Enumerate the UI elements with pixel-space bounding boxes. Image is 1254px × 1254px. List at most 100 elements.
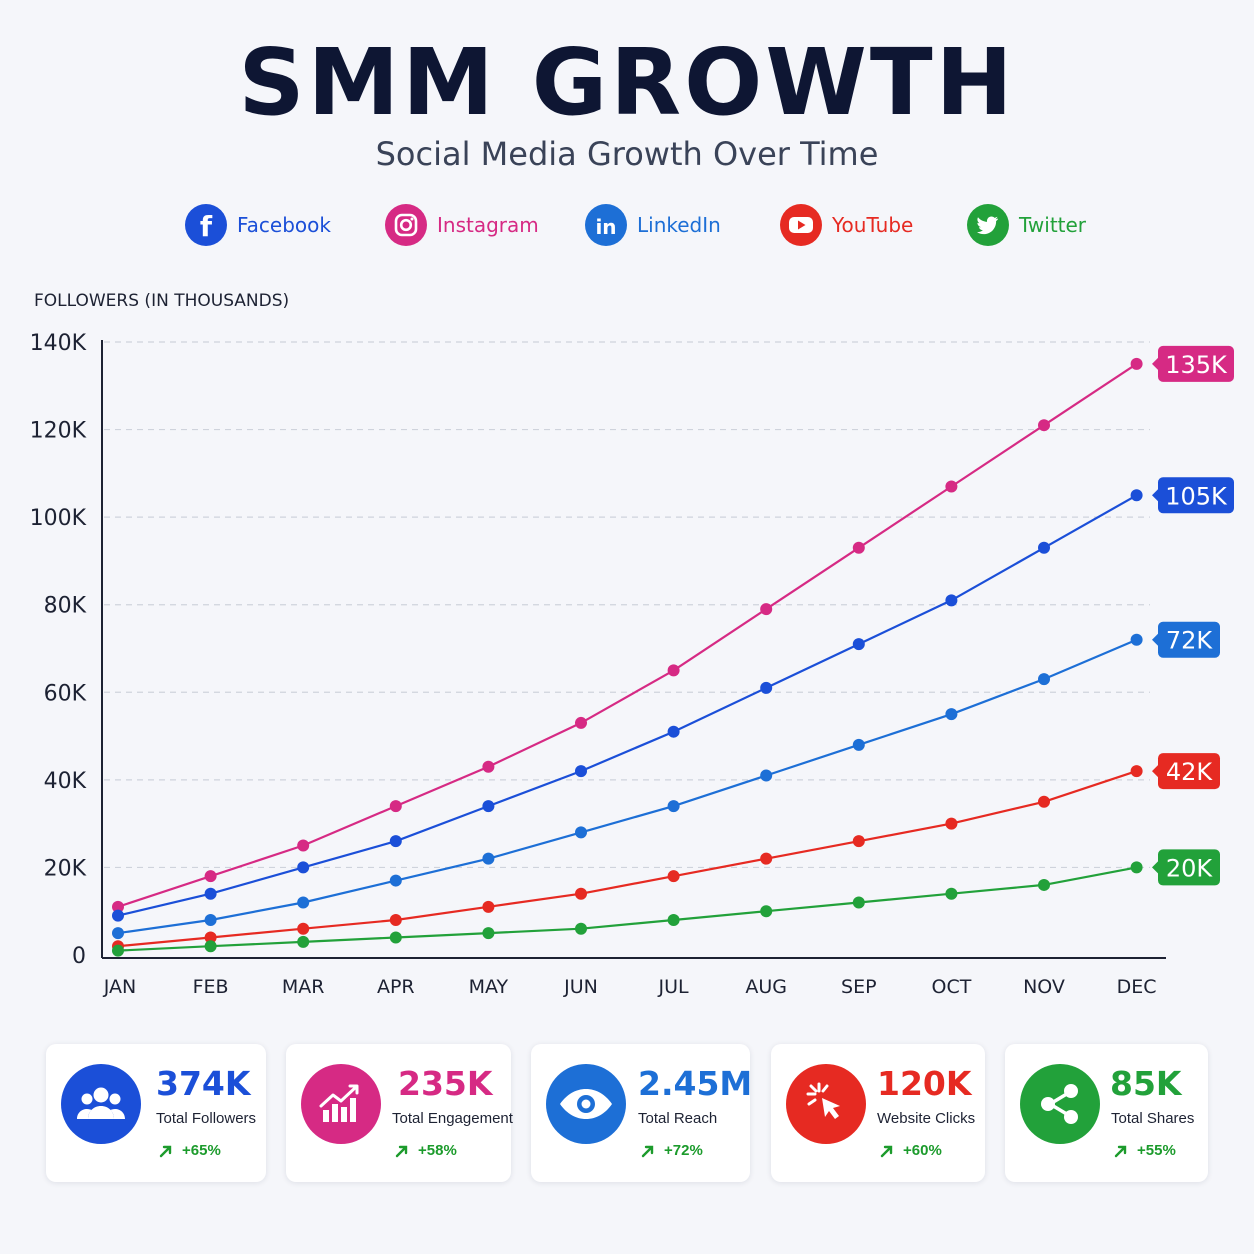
data-point bbox=[1038, 419, 1050, 432]
x-tick-label: MAR bbox=[282, 976, 325, 998]
svg-text:in: in bbox=[595, 215, 616, 239]
arrow-up-right-icon bbox=[395, 1145, 408, 1157]
data-point bbox=[667, 870, 680, 883]
end-label-text: 20K bbox=[1166, 854, 1214, 882]
facebook-icon: f bbox=[185, 204, 227, 246]
data-point bbox=[1038, 795, 1050, 808]
y-tick-label: 60K bbox=[44, 681, 87, 706]
data-point bbox=[389, 913, 402, 926]
data-point bbox=[945, 480, 958, 493]
data-point bbox=[389, 874, 402, 887]
legend-item-facebook: f Facebook bbox=[185, 204, 331, 246]
data-point bbox=[112, 900, 124, 913]
y-tick-labels: 0 20K 40K 60K 80K 100K 120K 140K bbox=[30, 331, 87, 969]
stat-change: +58% bbox=[394, 1142, 457, 1159]
end-label-youtube: 42K bbox=[1152, 753, 1220, 790]
data-point bbox=[667, 725, 680, 738]
legend-label: LinkedIn bbox=[637, 213, 721, 237]
legend-item-linkedin: in LinkedIn bbox=[585, 204, 721, 246]
data-point bbox=[1130, 633, 1143, 646]
data-point bbox=[575, 887, 587, 900]
end-label-badge bbox=[1158, 753, 1220, 790]
x-tick-label: AUG bbox=[745, 976, 787, 998]
page-title: SMM GROWTH bbox=[238, 29, 1016, 136]
linkedin-icon: in bbox=[585, 204, 627, 246]
series-line bbox=[117, 770, 1137, 948]
stat-value: 374K bbox=[156, 1064, 251, 1103]
end-label-pointer bbox=[1152, 860, 1159, 875]
data-point bbox=[204, 887, 217, 900]
x-tick-label: OCT bbox=[931, 976, 971, 998]
data-point bbox=[945, 594, 958, 607]
data-point bbox=[389, 800, 402, 813]
end-label-linkedin: 72K bbox=[1152, 621, 1220, 658]
data-point bbox=[945, 887, 958, 900]
data-point bbox=[204, 940, 217, 953]
end-label-text: 72K bbox=[1166, 627, 1214, 655]
legend-label: Instagram bbox=[437, 213, 539, 237]
data-point bbox=[297, 935, 310, 948]
series-line bbox=[117, 638, 1138, 935]
data-point bbox=[112, 944, 124, 957]
end-label-badge bbox=[1158, 477, 1234, 514]
series-linkedin bbox=[112, 633, 1143, 940]
data-point bbox=[1130, 489, 1143, 502]
data-point bbox=[760, 852, 773, 865]
data-point bbox=[389, 931, 402, 944]
stat-label: Total Shares bbox=[1111, 1110, 1195, 1127]
legend-item-youtube: YouTube bbox=[780, 204, 913, 246]
stat-value: 235K bbox=[398, 1064, 493, 1103]
x-tick-labels: JAN FEB MAR APR MAY JUN JUL AUG SEP OCT NOV DEC bbox=[103, 976, 1157, 998]
data-point bbox=[204, 931, 217, 944]
data-point bbox=[1130, 357, 1143, 370]
x-tick-label: FEB bbox=[193, 976, 229, 998]
data-point bbox=[852, 638, 865, 651]
data-point bbox=[204, 913, 217, 926]
data-point bbox=[204, 870, 217, 883]
stat-change: +72% bbox=[640, 1142, 703, 1159]
data-point bbox=[852, 835, 865, 848]
end-label-text: 135K bbox=[1165, 351, 1228, 379]
legend-label: YouTube bbox=[832, 213, 914, 237]
stat-card-total-reach: 2.45M Total Reach +72% bbox=[531, 1044, 752, 1182]
y-tick-label: 120K bbox=[30, 419, 87, 444]
data-point bbox=[760, 603, 773, 616]
stat-change: +65% bbox=[158, 1142, 221, 1159]
end-label-pointer bbox=[1152, 488, 1159, 503]
data-point bbox=[482, 900, 495, 913]
end-label-pointer bbox=[1152, 764, 1159, 779]
legend-item-twitter: Twitter bbox=[967, 204, 1086, 246]
end-label-twitter: 20K bbox=[1152, 849, 1220, 886]
x-tick-label: JAN bbox=[103, 976, 136, 998]
x-tick-label: JUL bbox=[658, 976, 690, 998]
stat-label: Total Reach bbox=[638, 1110, 718, 1127]
legend-label: Twitter bbox=[1019, 213, 1087, 237]
youtube-icon bbox=[780, 204, 822, 246]
y-tick-label: 40K bbox=[44, 769, 87, 794]
eye-icon bbox=[546, 1064, 626, 1144]
line-chart: FOLLOWERS (IN THOUSANDS) 0 20K 40K 60K 80K 10… bbox=[30, 291, 1234, 998]
data-point bbox=[112, 927, 124, 940]
stat-card-total-shares: 85K Total Shares +55% bbox=[1005, 1044, 1208, 1182]
arrow-up-right-icon bbox=[1114, 1145, 1127, 1157]
data-point bbox=[945, 708, 958, 721]
data-point bbox=[1130, 765, 1143, 778]
cursor-click-icon bbox=[786, 1064, 866, 1144]
arrow-up-right-icon bbox=[159, 1145, 172, 1157]
data-point bbox=[389, 835, 402, 848]
stat-value: 120K bbox=[877, 1064, 972, 1103]
page-subtitle: Social Media Growth Over Time bbox=[375, 135, 879, 173]
y-tick-label: 100K bbox=[30, 506, 87, 531]
data-point bbox=[297, 861, 310, 874]
y-axis-label: FOLLOWERS (IN THOUSANDS) bbox=[34, 291, 289, 311]
data-point bbox=[1038, 673, 1050, 686]
series-instagram bbox=[112, 357, 1143, 913]
stat-label: Total Followers bbox=[156, 1110, 257, 1127]
twitter-icon bbox=[967, 204, 1009, 246]
end-label-facebook: 105K bbox=[1152, 477, 1234, 514]
end-label-badge bbox=[1158, 849, 1220, 886]
x-tick-label: NOV bbox=[1023, 976, 1065, 998]
data-point bbox=[482, 927, 495, 940]
data-point bbox=[945, 817, 958, 830]
y-tick-label: 80K bbox=[44, 594, 87, 619]
